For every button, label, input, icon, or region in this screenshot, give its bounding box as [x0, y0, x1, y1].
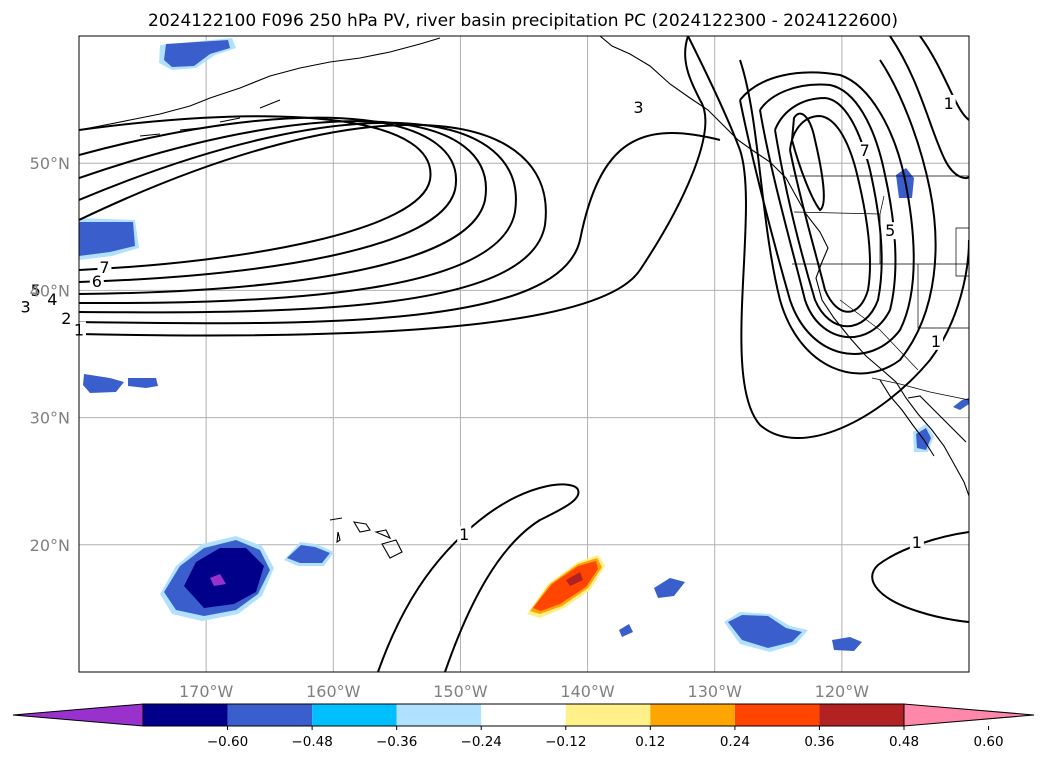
longitude-tick-label: 120°W [815, 682, 870, 701]
pv-contour-label: 3 [631, 98, 646, 117]
latitude-tick-label: 40°N [30, 281, 70, 300]
svg-text:5: 5 [31, 281, 41, 300]
svg-text:1: 1 [912, 533, 922, 552]
longitude-tick-label: 160°W [306, 682, 361, 701]
colorbar-swatch [650, 704, 735, 726]
negative-anomaly-region-west [79, 218, 139, 260]
pv-contour-west-4 [79, 121, 517, 305]
pv-contour-trough-7 [790, 112, 825, 212]
svg-text:4: 4 [47, 290, 57, 309]
hawaii-islands [329, 517, 403, 559]
negative-anomaly-region-southeast [724, 612, 808, 652]
pv-contour-southeast-1 [871, 531, 969, 623]
latitude-tick-label: 30°N [30, 409, 70, 428]
latitude-tick-labels: 50°N 40°N 30°N 20°N [30, 154, 70, 555]
svg-text:6: 6 [92, 272, 102, 291]
colorbar-tick-label: 0.24 [720, 734, 750, 750]
negative-anomaly-region-northwest-pacific [159, 38, 236, 70]
svg-text:3: 3 [633, 98, 643, 117]
colorbar-tick-label: 0.12 [635, 734, 665, 750]
colorbar-tick-label: 0.60 [974, 734, 1004, 750]
colorbar-extend-low [12, 703, 144, 727]
pv-contour-northeast-2 [889, 36, 969, 179]
positive-anomaly-region [527, 555, 605, 618]
colorbar-tick-label: −0.12 [545, 734, 586, 750]
colorbar-frame [142, 703, 905, 727]
svg-text:1: 1 [459, 525, 469, 544]
pv-contour-label: 7 [97, 258, 112, 277]
north-america-coast [599, 36, 969, 497]
pv-contour-subtropical-1 [377, 483, 580, 672]
longitude-tick-label: 130°W [688, 682, 743, 701]
aleutian-islands [79, 37, 441, 131]
colorbar-tick-label: −0.48 [291, 734, 332, 750]
longitude-tick-label: 140°W [560, 682, 615, 701]
precipitation-shading [79, 38, 969, 652]
colorbar-tick-label: 0.36 [804, 734, 834, 750]
pv-contour-label: 7 [857, 141, 872, 160]
pv-contour-label: 1 [928, 332, 943, 351]
figure-title: 2024122100 F096 250 hPa PV, river basin … [148, 11, 898, 31]
pv-contour-west-1 [79, 36, 707, 337]
pv-contour-trough-5 [774, 96, 883, 328]
pv-contour-label: 1 [457, 525, 472, 544]
negative-anomaly-region-hawaii-west [160, 536, 274, 621]
pv-contour-west-2 [79, 132, 721, 325]
pv-contour-trough-4 [759, 83, 897, 338]
colorbar-swatch [396, 704, 482, 726]
colorbar-tick-label: 0.48 [889, 734, 919, 750]
pv-contour-label: 1 [909, 533, 924, 552]
colorbar-swatch [734, 704, 820, 726]
pv-contour-northeast-1 [919, 36, 969, 121]
pv-contour-trough-6 [789, 114, 872, 313]
svg-text:1: 1 [944, 94, 954, 113]
pv-contour-trough-1 [687, 36, 969, 440]
pv-contour-west-5 [79, 120, 487, 295]
colorbar-swatch [312, 704, 397, 726]
pv-contour-label: 5 [28, 281, 43, 300]
svg-text:2: 2 [61, 309, 71, 328]
baja-california [879, 379, 935, 457]
longitude-tick-labels: 170°W 160°W 150°W 140°W 130°W 120°W [179, 682, 869, 701]
longitude-tick-label: 170°W [179, 682, 234, 701]
negative-anomaly-region-small-west [83, 374, 158, 393]
colorbar-tick-label: −0.36 [376, 734, 417, 750]
colorbar-swatch [143, 704, 228, 726]
pv-contour-west-3 [79, 123, 547, 314]
colorbar: −0.60 −0.48 −0.36 −0.24 −0.12 0.12 0.24 0.36 0.4… [12, 703, 1035, 750]
svg-text:5: 5 [885, 221, 895, 240]
svg-text:1: 1 [931, 332, 941, 351]
longitude-tick-label: 150°W [433, 682, 488, 701]
svg-text:7: 7 [860, 141, 870, 160]
pv-contour-trough-3 [739, 71, 915, 355]
pv-contour-label: 5 [883, 221, 898, 240]
latitude-tick-label: 20°N [30, 536, 70, 555]
colorbar-swatch [227, 704, 313, 726]
svg-text:7: 7 [99, 258, 109, 277]
colorbar-swatch [565, 704, 651, 726]
map-frame [78, 35, 970, 673]
pv-contour-west-6 [79, 116, 458, 283]
pv-contour-label: 2 [59, 309, 74, 328]
negative-anomaly-region-east-small [619, 578, 862, 651]
colorbar-swatch [819, 704, 904, 726]
colorbar-tick-label: −0.24 [461, 734, 502, 750]
pv-contours [79, 36, 969, 672]
pv-contour-label: 1 [941, 94, 956, 113]
colorbar-tick-label: −0.60 [207, 734, 248, 750]
colorbar-swatch [481, 704, 566, 726]
colorbar-extend-high [903, 703, 1035, 727]
svg-text:3: 3 [21, 297, 31, 316]
pv-contour-label: 4 [45, 290, 60, 309]
negative-anomaly-region-hawaii-east [284, 542, 334, 566]
mexico-border [871, 377, 969, 401]
pv-contour-west-7 [79, 115, 432, 271]
latitude-tick-label: 50°N [30, 154, 70, 173]
pv-contour-label: 6 [89, 272, 104, 291]
pv-contour-label: 3 [18, 297, 33, 316]
